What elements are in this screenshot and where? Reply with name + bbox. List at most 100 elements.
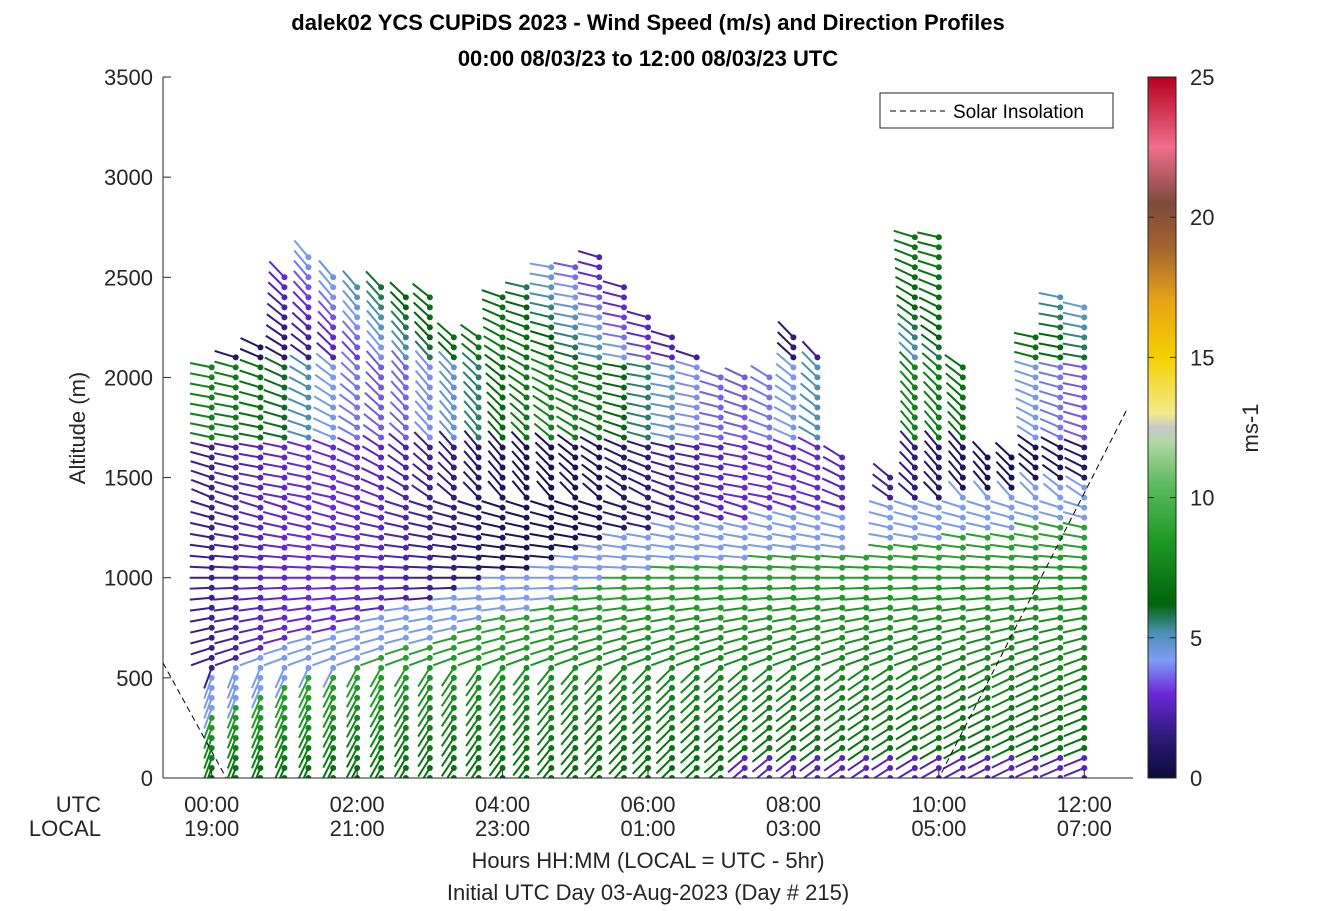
wind-barb-dot [572,464,579,471]
wind-barb [698,616,721,623]
wind-barb-dot [572,434,579,441]
wind-barb [655,707,673,725]
wind-barb [917,656,940,667]
wind-barb-dot [208,394,215,401]
wind-barb-dot [354,754,361,761]
wind-barb-dot [621,404,628,411]
wind-barb [393,667,407,688]
wind-barb-dot [378,584,385,591]
wind-barb [799,707,819,722]
wind-barb [897,482,916,499]
wind-barb [263,656,285,667]
wind-barb-dot [426,734,433,741]
wind-barb [359,532,382,539]
wind-barb-dot [1081,444,1088,451]
wind-barb [601,586,625,590]
wind-barb-dot [426,494,433,501]
wind-barb [414,379,431,399]
wind-barb [675,636,697,645]
wind-barb [438,399,455,419]
wind-barb-dot [499,724,506,731]
wind-barb-dot [741,664,748,671]
wind-barb-dot [1008,464,1015,471]
wind-barb [536,737,553,756]
wind-barb [602,372,625,379]
wind-barb-dot [354,564,361,571]
wind-barb [893,532,916,539]
wind-barb-dot [572,664,579,671]
wind-barb-dot [330,414,337,421]
wind-barb [456,565,479,569]
wind-barb [989,532,1012,539]
wind-barb-dot [645,534,651,541]
wind-barb-dot [330,464,337,471]
wind-barb-dot [935,694,942,701]
wind-barb-dot [208,524,215,531]
wind-barb [553,565,576,569]
wind-barb [456,521,479,529]
wind-barb-dot [450,604,457,611]
wind-barb-dot [1008,514,1015,521]
wind-barb [822,445,843,459]
wind-barb-dot [959,444,966,451]
wind-barb [577,626,600,634]
wind-barb [899,430,916,449]
wind-barb-dot [717,564,724,571]
wind-barb [457,636,479,645]
wind-barb [1062,532,1085,539]
wind-barb-dot [499,684,506,691]
wind-barb-dot [814,354,821,361]
wind-barb [989,586,1012,590]
wind-barb [560,687,577,706]
wind-barb-dot [426,684,433,691]
wind-barb [345,687,359,708]
wind-barb-dot [693,744,700,751]
wind-barb-dot [645,704,651,711]
wind-barb [529,596,552,601]
wind-barb-dot [1057,644,1064,651]
wind-barb-dot [426,464,433,471]
wind-barb [1062,646,1085,656]
wind-barb [675,490,698,499]
wind-barb-dot [208,644,215,651]
wind-barb [799,727,819,742]
wind-barb [916,606,939,612]
wind-barb [965,586,988,590]
wind-barb-dot [257,544,264,551]
wind-barb-dot [572,634,579,641]
wind-barb [895,677,916,691]
wind-barb-dot [911,634,918,641]
wind-barb-dot [766,384,773,391]
wind-barb-dot [814,574,821,581]
wind-barb-dot [281,754,288,761]
wind-barb [512,757,528,777]
wind-barb-dot [1081,474,1088,481]
wind-barb-dot [475,334,482,341]
wind-barb [511,470,528,489]
wind-barb [413,441,431,459]
wind-barb [801,351,819,369]
wind-barb [1013,626,1036,634]
wind-barb-dot [208,734,215,741]
wind-barb-dot [523,514,530,521]
wind-barb [1062,362,1085,369]
wind-barb [1014,369,1036,379]
wind-barb [532,404,552,419]
wind-barb [1014,360,1036,369]
wind-barb [335,596,358,601]
wind-barb-dot [668,634,675,641]
wind-barb-dot [450,664,457,671]
wind-barb [238,543,261,549]
wind-barb-dot [1081,694,1088,701]
wind-barb-dot [523,454,530,461]
wind-barb-dot [330,394,337,401]
wind-barb [553,261,576,269]
wind-barb [747,472,770,479]
wind-barb-dot [596,494,603,501]
wind-barb [504,565,527,569]
wind-barb [581,472,600,489]
wind-barb [190,656,213,667]
wind-barb [507,374,528,389]
wind-barb [463,400,480,419]
